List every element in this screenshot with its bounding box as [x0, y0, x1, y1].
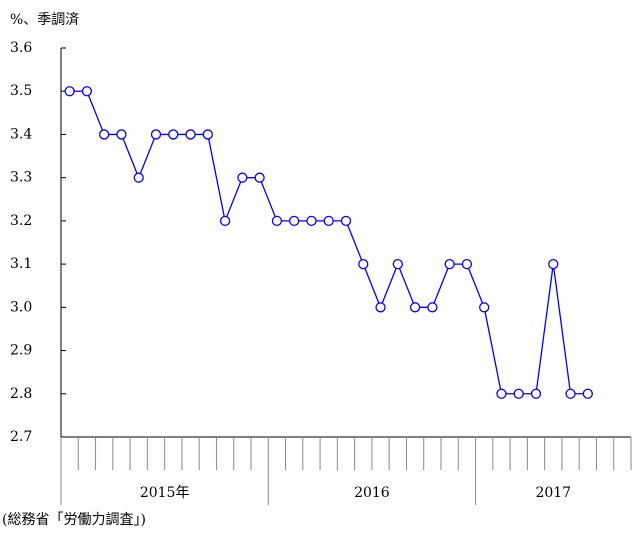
y-tick-label: 2.7 [10, 429, 32, 445]
y-tick-label: 3.5 [10, 83, 32, 99]
y-tick-label: 2.9 [10, 343, 32, 359]
data-point [427, 302, 438, 313]
year-label: 2016 [354, 485, 390, 501]
data-point [323, 215, 334, 227]
data-point [582, 388, 593, 399]
y-tick-label: 3.1 [10, 256, 32, 272]
data-point [306, 215, 317, 227]
data-point [133, 172, 144, 183]
data-point [289, 215, 300, 227]
data-point [375, 302, 386, 313]
y-tick-label: 3.6 [10, 40, 32, 56]
y-tick-label: 2.8 [10, 386, 32, 402]
data-point [444, 258, 455, 270]
data-point [168, 129, 179, 140]
series-line [69, 90, 588, 395]
data-point [496, 388, 507, 399]
data-point [548, 258, 559, 270]
data-point [530, 388, 542, 399]
unit-label: %、季調済 [10, 12, 79, 28]
data-point [358, 258, 369, 270]
data-point [254, 172, 265, 183]
y-tick-label: 3.0 [10, 299, 32, 315]
y-tick-label: 3.2 [10, 213, 32, 229]
data-point [340, 215, 352, 227]
data-point [99, 129, 110, 140]
data-point [64, 86, 75, 97]
data-point [565, 388, 576, 399]
year-label: 2015年 [140, 485, 190, 501]
data-point [392, 258, 403, 270]
source-note: (総務省「労働力調査」) [2, 512, 146, 528]
data-point [271, 215, 283, 227]
data-point [237, 172, 248, 183]
data-point [81, 86, 93, 97]
data-point [219, 215, 231, 227]
data-point [513, 388, 524, 399]
year-label: 2017 [535, 485, 571, 501]
data-point [461, 258, 473, 270]
y-tick-label: 3.3 [10, 170, 32, 186]
data-point [185, 129, 196, 140]
data-point [479, 302, 490, 313]
y-tick-label: 3.4 [10, 126, 32, 142]
data-point [409, 302, 421, 313]
data-point [116, 129, 127, 140]
data-point [150, 129, 162, 140]
data-point [202, 129, 213, 140]
